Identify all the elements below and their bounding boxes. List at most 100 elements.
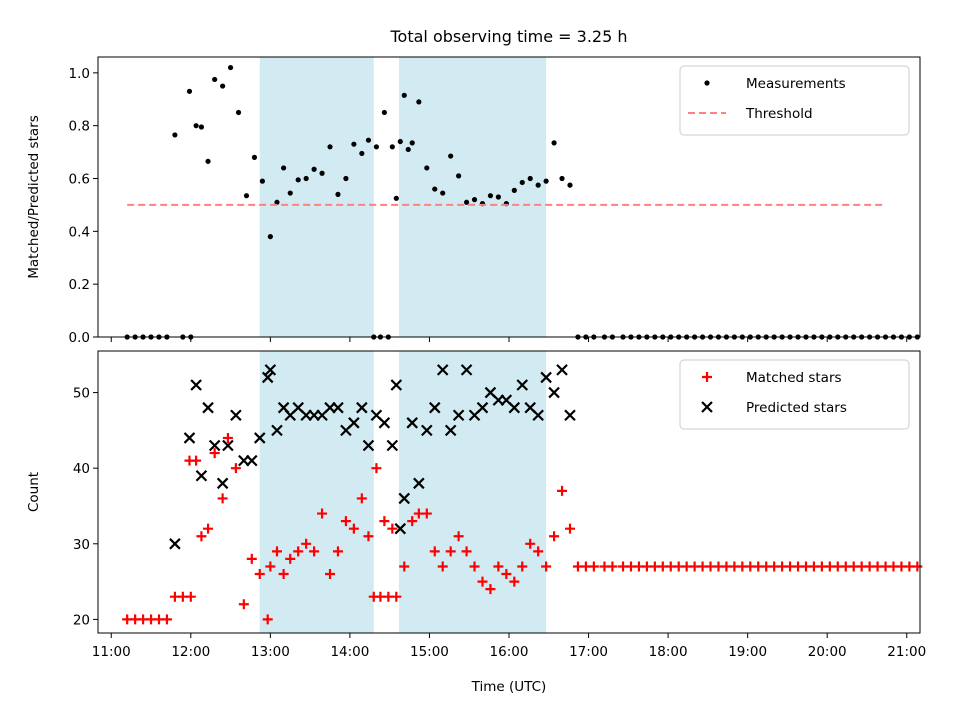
y-tick-label: 20 [73,612,90,628]
measurement-point [311,166,317,172]
matched-star-point [332,546,343,557]
measurement-point [495,194,501,200]
predicted-star-point [428,401,441,414]
matched-star-point [161,614,172,625]
x-tick-label: 12:00 [171,644,210,660]
predicted-star-point [406,417,418,429]
measurement-point [511,187,517,193]
measurement-point [281,165,287,171]
matched-star-point [391,591,402,602]
matched-star-point [525,538,536,549]
x-tick-label: 17:00 [569,644,608,660]
predicted-star-point [444,424,457,437]
matched-star-point [293,546,304,557]
predicted-star-point [460,364,473,376]
measurement-point [487,193,494,199]
measurement-point [235,109,242,116]
predicted-star-point [516,379,529,391]
y-tick-label: 30 [73,537,90,553]
matched-star-point [262,614,273,625]
panel-ratio: 0.0 0.2 0.4 0.6 0.8 1.0 Total observing time =… [26,27,921,346]
matched-star-point [461,546,472,557]
predicted-star-point [183,432,196,444]
measurement-point [440,190,446,196]
measurement-point [401,92,407,98]
measurement-point [274,199,280,205]
predicted-star-point [216,477,229,490]
measurement-point [527,175,533,182]
measurement-point [448,153,454,159]
matched-star-point [607,561,618,572]
predicted-star-point [532,409,544,422]
predicted-star-point [362,439,375,452]
measurement-point [567,182,573,188]
measurement-point [405,146,411,153]
x-tick-label: 19:00 [728,644,767,660]
measurement-point [295,177,301,183]
predicted-star-point [508,401,521,414]
matched-star-point [549,531,560,542]
y-tick-label: 0.4 [69,224,90,240]
predicted-star-point [452,409,465,422]
predicted-star-point [564,409,576,422]
y-tick-label: 0.2 [69,277,90,293]
matched-star-point [453,531,464,542]
matched-star-point [217,493,228,504]
y-axis-label: Count [26,472,42,512]
predicted-star-point [332,401,344,414]
matched-star-point [285,553,296,564]
predicted-star-point [222,439,234,452]
predicted-star-point [356,401,368,414]
matched-star-point [301,538,312,549]
measurement-point [198,124,205,130]
measurement-point [432,186,438,192]
predicted-star-point [436,364,449,376]
measurement-point [186,88,193,94]
measurement-point [519,179,525,186]
matched-star-point [588,561,599,572]
matched-star-point [509,576,520,587]
measurement-point [259,178,265,184]
x-tick-label: 21:00 [887,644,926,660]
measurement-point [409,140,415,146]
matched-star-point [469,561,480,572]
measurement-point [267,234,273,240]
predicted-star-point [261,371,274,384]
measurement-point [424,165,430,171]
measurement-point [319,170,325,176]
predicted-star-point [253,432,266,444]
panel-counts: 20 30 40 50 11:00 12:00 13:00 14:00 15:00 16:00 17… [26,350,926,695]
measurement-point [381,109,387,116]
matched-star-point [517,561,528,572]
x-axis-label: Time (UTC) [471,679,547,695]
measurement-point [416,99,422,105]
matched-star-point [399,561,410,572]
legend-label: Measurements [746,76,846,92]
legend-box [679,65,910,136]
matched-star-point [363,531,374,542]
matched-star-point [533,546,544,557]
predicted-star-point [195,469,208,482]
predicted-star-point [413,477,425,490]
legend-label: Threshold [745,106,813,122]
matched-star-point [485,584,496,595]
matched-star-point [238,599,249,610]
y-tick-label: 0.0 [69,330,90,346]
matched-star-point [222,432,233,443]
measurement-point [327,144,333,150]
x-tick-label: 20:00 [808,644,847,660]
predicted-star-point [348,417,360,429]
measurement-point [212,76,218,83]
matched-star-point [564,523,575,534]
measurement-point [389,144,395,150]
predicted-star-point [398,492,411,505]
predicted-star-point [230,409,242,422]
legend-label: Matched stars [746,370,842,386]
matched-star-point [371,463,382,474]
matched-star-point [340,516,351,527]
matched-star-point [203,523,214,534]
x-tick-label: 18:00 [649,644,688,660]
measurement-point [359,150,365,157]
measurement-point [559,175,565,182]
